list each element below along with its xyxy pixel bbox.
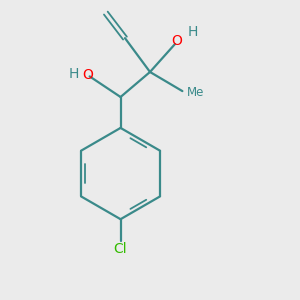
- Text: H: H: [188, 25, 198, 39]
- Text: O: O: [83, 68, 94, 82]
- Text: O: O: [171, 34, 182, 48]
- Text: Cl: Cl: [114, 242, 128, 256]
- Text: H: H: [68, 67, 79, 81]
- Text: Me: Me: [187, 86, 204, 99]
